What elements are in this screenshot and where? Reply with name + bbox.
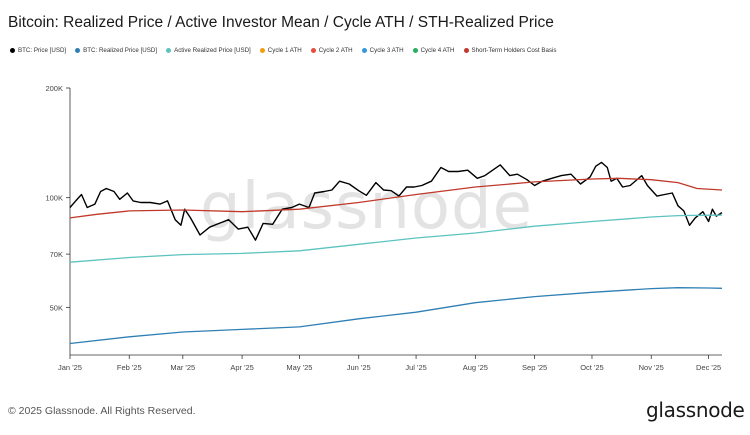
series-line-btc-realized-price-usd <box>69 287 723 345</box>
legend: BTC: Price [USD] BTC: Realized Price [USD… <box>10 47 556 54</box>
legend-swatch <box>259 48 265 53</box>
legend-label: Short-Term Holders Cost Basis <box>471 47 557 54</box>
legend-item[interactable]: BTC: Realized Price [USD] <box>75 47 157 54</box>
legend-label: Active Realized Price [USD] <box>174 47 251 54</box>
x-tick-label: Nov '25 <box>639 363 664 372</box>
x-tick-label: Apr '25 <box>230 363 254 372</box>
legend-swatch <box>463 48 469 53</box>
legend-label: Cycle 3 ATH <box>369 47 404 54</box>
x-tick-label: Feb '25 <box>117 363 142 372</box>
legend-swatch <box>75 48 81 53</box>
series-line-btc-price-usd <box>69 161 723 241</box>
legend-item[interactable]: Cycle 2 ATH <box>310 47 353 54</box>
legend-label: BTC: Price [USD] <box>18 47 67 54</box>
legend-swatch <box>10 48 15 53</box>
legend-item[interactable]: Cycle 1 ATH <box>259 47 302 54</box>
x-tick-label: Jan '25 <box>58 363 82 372</box>
brand-logo: glassnode <box>646 398 745 422</box>
y-tick-label: 50K <box>50 303 63 312</box>
x-tick-label: Jul '25 <box>405 363 426 372</box>
x-tick-label: Oct '25 <box>580 363 604 372</box>
legend-item[interactable]: Active Realized Price [USD] <box>166 47 251 54</box>
x-tick-label: May '25 <box>286 363 312 372</box>
copyright-footer: © 2025 Glassnode. All Rights Reserved. <box>8 405 196 417</box>
legend-swatch <box>166 48 172 53</box>
legend-item[interactable]: Short-Term Holders Cost Basis <box>463 47 557 54</box>
legend-item[interactable]: Cycle 3 ATH <box>361 47 404 54</box>
legend-swatch <box>412 48 418 53</box>
legend-label: BTC: Realized Price [USD] <box>83 47 158 54</box>
series-line-short-term-holders-cost-basis <box>69 177 723 219</box>
x-tick-label: Sep '25 <box>522 363 547 372</box>
x-tick-label: Aug '25 <box>463 363 488 372</box>
x-tick-label: Mar '25 <box>170 363 195 372</box>
x-tick-label: Jun '25 <box>347 363 371 372</box>
legend-label: Cycle 4 ATH <box>420 47 455 54</box>
legend-item[interactable]: BTC: Price [USD] <box>10 47 66 54</box>
y-tick-label: 70K <box>50 250 63 259</box>
x-tick-label: Dec '25 <box>696 363 721 372</box>
chart-title: Bitcoin: Realized Price / Active Investo… <box>8 14 554 31</box>
y-tick-label: 100K <box>45 194 63 203</box>
legend-label: Cycle 1 ATH <box>267 47 302 54</box>
series-line-active-realized-price-usd <box>69 214 723 263</box>
watermark: glassnode <box>200 170 534 244</box>
legend-swatch <box>361 48 367 53</box>
legend-item[interactable]: Cycle 4 ATH <box>412 47 455 54</box>
legend-label: Cycle 2 ATH <box>318 47 353 54</box>
legend-swatch <box>310 48 316 53</box>
y-tick-label: 200K <box>45 84 63 93</box>
